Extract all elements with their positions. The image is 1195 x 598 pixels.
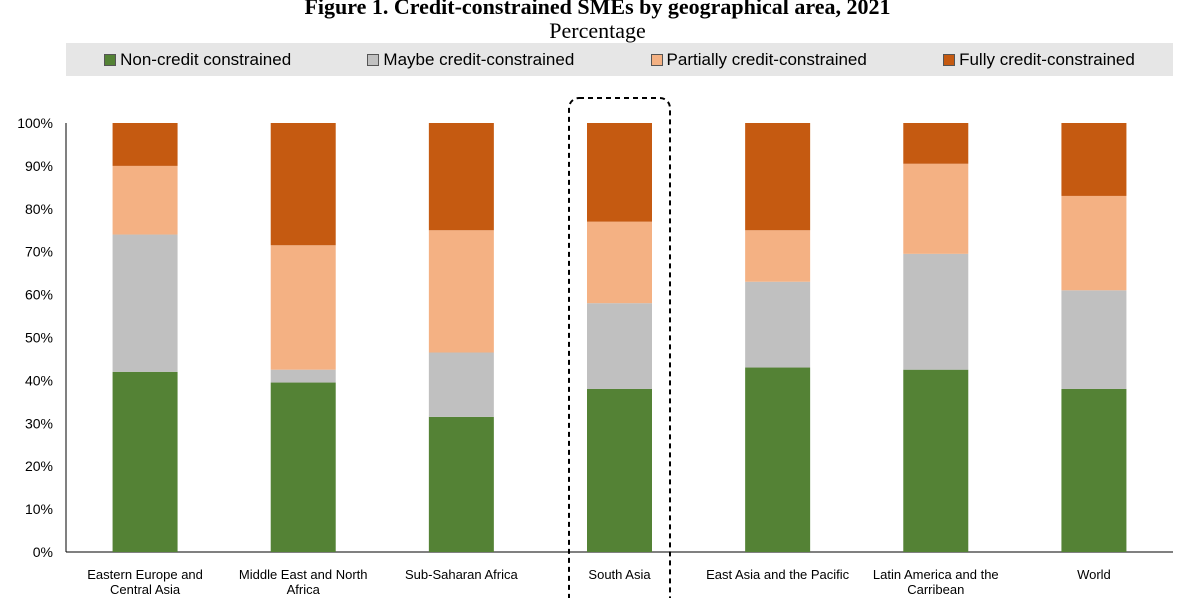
bar-segment: [745, 123, 811, 231]
bar-segment: [903, 253, 969, 370]
bar-segment: [428, 352, 494, 417]
legend-swatch: [650, 53, 663, 66]
legend-label: Partially credit-constrained: [666, 49, 867, 69]
y-tick-label: 90%: [25, 158, 53, 174]
x-category-label: Africa: [287, 582, 321, 597]
x-category-label: Carribean: [907, 582, 964, 597]
bar-segment: [1061, 195, 1127, 291]
bar-segment: [745, 230, 811, 282]
bar-segment: [587, 221, 652, 304]
y-tick-label: 40%: [25, 372, 53, 388]
y-tick-label: 60%: [25, 287, 53, 303]
highlight-box: [568, 97, 671, 598]
y-tick-label: 100%: [17, 115, 53, 131]
bar-segment: [745, 367, 811, 552]
legend-item: Maybe credit-constrained: [367, 50, 574, 70]
bar-segment: [270, 123, 336, 246]
bar-segment: [428, 123, 494, 231]
legend-label: Fully credit-constrained: [959, 49, 1135, 69]
bar-segment: [112, 165, 178, 235]
x-category-label: Sub-Saharan Africa: [405, 567, 519, 582]
x-category-label: South Asia: [588, 567, 651, 582]
x-category-label: Latin America and the: [873, 567, 999, 582]
legend-swatch: [367, 53, 380, 66]
bar-segment: [587, 123, 652, 222]
y-tick-label: 70%: [25, 244, 53, 260]
x-category-label: Central Asia: [110, 582, 181, 597]
bar-segment: [1061, 123, 1127, 196]
bar-segment: [428, 230, 494, 353]
legend-swatch: [943, 53, 956, 66]
chart-subtitle: Percentage: [549, 18, 646, 43]
legend: Non-credit constrained Maybe credit-cons…: [66, 43, 1173, 76]
legend-item: Fully credit-constrained: [943, 50, 1135, 70]
y-tick-label: 20%: [25, 458, 53, 474]
bar-segment: [270, 382, 336, 552]
chart-title: Figure 1. Credit-constrained SMEs by geo…: [304, 0, 891, 19]
legend-item: Non-credit constrained: [104, 50, 291, 70]
y-tick-label: 10%: [25, 501, 53, 517]
y-tick-label: 0%: [33, 544, 53, 560]
legend-swatch: [104, 53, 117, 66]
bar-segment: [903, 369, 969, 552]
bar-segment: [270, 245, 336, 370]
legend-label: Maybe credit-constrained: [383, 49, 575, 69]
bar-segment: [112, 234, 178, 372]
bar-segment: [112, 371, 178, 552]
bar-segment: [745, 281, 811, 368]
bar-segment: [1061, 290, 1127, 389]
x-category-label: Eastern Europe and: [87, 567, 203, 582]
y-tick-label: 30%: [25, 415, 53, 431]
bar-segment: [587, 303, 652, 389]
x-category-label: World: [1077, 567, 1111, 582]
y-tick-label: 50%: [25, 330, 53, 346]
x-category-label: Middle East and North: [239, 567, 368, 582]
bar-segment: [903, 163, 969, 254]
bar-segment: [903, 123, 969, 164]
legend-item: Partially credit-constrained: [650, 49, 867, 70]
x-category-label: East Asia and the Pacific: [706, 567, 850, 582]
bar-segment: [428, 416, 494, 552]
bar-segment: [270, 369, 336, 383]
bar-segment: [1061, 388, 1127, 552]
legend-label: Non-credit constrained: [120, 49, 292, 69]
y-tick-label: 80%: [25, 201, 53, 217]
bar-segment: [112, 123, 178, 166]
bar-segment: [587, 388, 652, 552]
